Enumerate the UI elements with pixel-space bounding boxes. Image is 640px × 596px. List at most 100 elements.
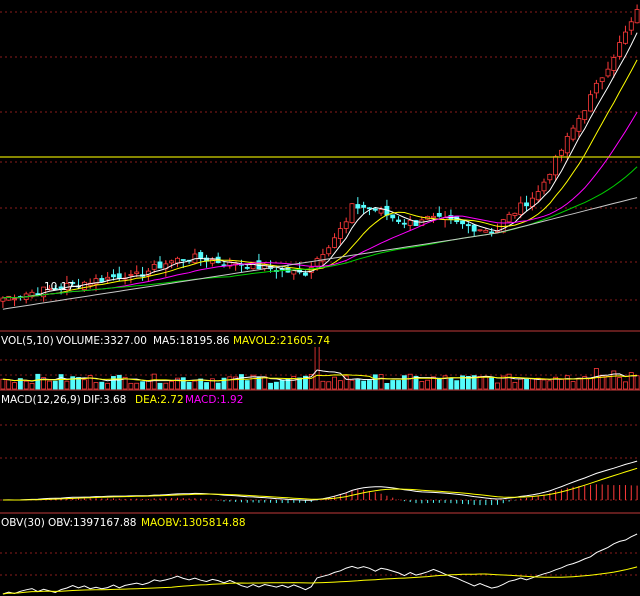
candle-up bbox=[378, 208, 384, 214]
candle-down bbox=[460, 220, 465, 225]
candle-up bbox=[611, 57, 617, 71]
candle-up bbox=[105, 276, 111, 280]
candle-down bbox=[524, 202, 529, 207]
candle-down bbox=[198, 252, 204, 260]
candle-up bbox=[326, 247, 332, 255]
volume-bar-up bbox=[64, 380, 70, 390]
candle-up bbox=[128, 274, 134, 276]
candle-down bbox=[390, 214, 396, 219]
volume-bar-up bbox=[529, 378, 535, 390]
candle-up bbox=[81, 281, 87, 290]
vol-mavol2-value: MAVOL2:21605.74 bbox=[233, 335, 330, 347]
macd-indicator-label: MACD(12,26,9) bbox=[1, 394, 81, 406]
volume-bar-up bbox=[262, 376, 268, 390]
candle-up bbox=[512, 212, 518, 216]
candle-up bbox=[47, 287, 52, 291]
candle-up bbox=[175, 257, 180, 264]
volume-bar-up bbox=[617, 377, 623, 390]
volume-bar-up bbox=[495, 382, 500, 390]
price-panel bbox=[0, 4, 640, 310]
volume-bar-down bbox=[297, 377, 303, 390]
volume-bar-down bbox=[215, 382, 221, 390]
volume-bar-up bbox=[151, 373, 157, 390]
volume-bar-up bbox=[582, 376, 588, 390]
volume-bar-up bbox=[145, 380, 151, 390]
candle-up bbox=[349, 203, 355, 223]
volume-bar-up bbox=[425, 379, 431, 390]
volume-bar-up bbox=[378, 374, 384, 390]
candle-up bbox=[582, 110, 588, 121]
candle-up bbox=[332, 237, 337, 248]
candle-up bbox=[29, 291, 35, 298]
candle-up bbox=[314, 258, 320, 267]
volume-bar-down bbox=[111, 376, 116, 390]
volume-bar-down bbox=[367, 380, 372, 390]
candle-down bbox=[116, 273, 122, 279]
obv-maobv-value: MAOBV:1305814.88 bbox=[141, 517, 246, 529]
candle-up bbox=[262, 264, 268, 269]
volume-bar-up bbox=[506, 373, 512, 390]
candle-up bbox=[588, 94, 593, 112]
volume-bar-down bbox=[273, 381, 279, 390]
vol-volume-value: VOLUME:3327.00 bbox=[56, 335, 147, 347]
macd-macd-value: MACD:1.92 bbox=[185, 394, 243, 406]
volume-bar-up bbox=[105, 382, 111, 390]
volume-bar-down bbox=[268, 382, 273, 390]
volume-bar-up bbox=[611, 370, 617, 390]
volume-bar-up bbox=[500, 375, 506, 390]
candle-down bbox=[180, 259, 186, 261]
volume-bar-down bbox=[76, 377, 81, 390]
volume-bar-up bbox=[192, 380, 198, 390]
volume-bar-up bbox=[227, 376, 233, 390]
vol-indicator-label: VOL(5,10) bbox=[1, 335, 54, 347]
volume-bar-up bbox=[291, 375, 297, 390]
volume-bar-up bbox=[87, 375, 93, 390]
maobv-line bbox=[2, 566, 638, 595]
volume-bar-down bbox=[361, 380, 367, 390]
candle-up bbox=[431, 215, 436, 219]
candle-up bbox=[553, 156, 559, 176]
ma-long-line bbox=[2, 197, 638, 310]
volume-bar-up bbox=[175, 377, 180, 390]
candle-up bbox=[576, 118, 582, 132]
volume-bar-down bbox=[157, 382, 163, 390]
volume-bar-up bbox=[93, 382, 99, 390]
volume-bar-up bbox=[634, 375, 640, 390]
candle-up bbox=[605, 68, 611, 77]
volume-bar-up bbox=[6, 379, 12, 390]
volume-bar-up bbox=[0, 378, 6, 390]
ma5-line bbox=[2, 32, 638, 299]
volume-bar-up bbox=[593, 368, 599, 390]
candle-down bbox=[436, 212, 442, 217]
volume-bar-up bbox=[23, 380, 29, 390]
volume-bar-up bbox=[314, 344, 320, 390]
volume-bar-up bbox=[477, 376, 483, 390]
candle-up bbox=[506, 213, 512, 223]
volume-bar-up bbox=[332, 376, 337, 390]
volume-bar-down bbox=[390, 380, 396, 390]
volume-bar-up bbox=[553, 376, 559, 390]
volume-bar-up bbox=[559, 379, 564, 390]
candle-up bbox=[6, 295, 12, 301]
candle-up bbox=[541, 181, 547, 192]
volume-bar-up bbox=[308, 373, 314, 390]
candle-up bbox=[623, 31, 628, 44]
candle-up bbox=[320, 254, 326, 262]
volume-bar-down bbox=[140, 381, 145, 390]
candle-down bbox=[454, 216, 460, 222]
volume-bar-up bbox=[250, 374, 256, 390]
volume-bar-down bbox=[239, 374, 244, 390]
volume-bar-down bbox=[465, 376, 471, 390]
candle-up bbox=[564, 135, 570, 154]
volume-bar-up bbox=[12, 382, 17, 390]
candle-down bbox=[111, 274, 116, 278]
volume-bar-up bbox=[518, 378, 524, 390]
candle-down bbox=[52, 288, 58, 290]
candle-up bbox=[477, 229, 483, 232]
volume-bar-up bbox=[419, 381, 425, 390]
volume-bar-down bbox=[401, 375, 407, 390]
candle-down bbox=[70, 282, 76, 284]
volume-bar-up bbox=[349, 379, 355, 390]
